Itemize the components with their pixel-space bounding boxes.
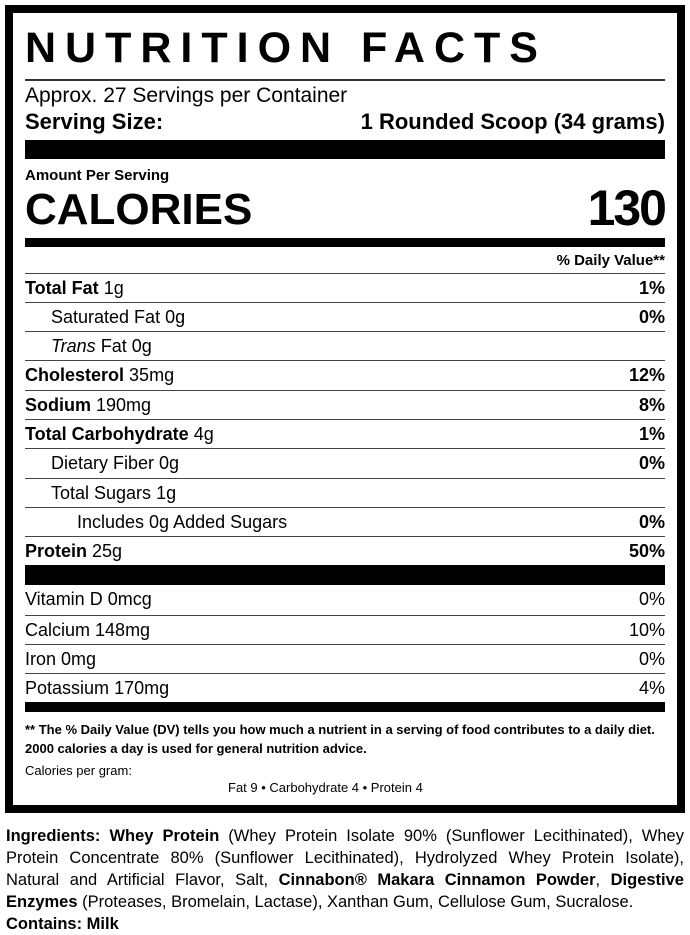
nutrient-amount: 25g bbox=[92, 541, 123, 562]
vitamin-name: Iron bbox=[25, 649, 57, 670]
vitamin-daily-value: 0% bbox=[638, 589, 665, 610]
allergen-statement: Contains: Milk bbox=[6, 915, 119, 933]
nutrient-label: Includes 0g Added Sugars bbox=[25, 508, 287, 536]
nutrient-daily-value: 0% bbox=[638, 511, 665, 532]
vitamin-amount: 0mg bbox=[61, 649, 97, 670]
nutrient-list: Total Fat 1g 1% Saturated Fat 0g 0% Trans Fa… bbox=[25, 272, 665, 566]
nutrient-daily-value: 0% bbox=[638, 453, 665, 474]
nutrient-label: Saturated Fat 0g bbox=[25, 303, 185, 331]
ingredient-cinnamon: Cinnabon® Makara Cinnamon Powder bbox=[278, 871, 596, 889]
nutrient-row: Total Carbohydrate 4g 1% bbox=[25, 418, 665, 448]
nutrient-daily-value: 12% bbox=[628, 365, 665, 386]
nutrient-label: Trans Fat 0g bbox=[25, 332, 152, 360]
nutrient-name: Saturated Fat bbox=[51, 306, 161, 327]
vitamin-amount: 0mcg bbox=[107, 589, 152, 610]
nutrient-name: Total Carbohydrate bbox=[25, 423, 189, 444]
thick-divider bbox=[25, 565, 665, 586]
serving-size-value: 1 Rounded Scoop (34 grams) bbox=[360, 108, 665, 134]
nutrient-label: Total Carbohydrate 4g bbox=[25, 420, 214, 448]
nutrient-amount: 1g bbox=[156, 482, 177, 503]
nutrient-amount: 0g bbox=[131, 336, 152, 357]
nutrient-row: Trans Fat 0g bbox=[25, 331, 665, 360]
nutrient-amount: 0g bbox=[159, 453, 180, 474]
nutrient-daily-value: 1% bbox=[638, 423, 665, 444]
vitamin-name: Calcium bbox=[25, 619, 91, 640]
nutrient-row: Total Fat 1g 1% bbox=[25, 272, 665, 302]
ingredients-label: Ingredients: bbox=[6, 827, 101, 845]
nutrient-row: Cholesterol 35mg 12% bbox=[25, 360, 665, 389]
nutrient-daily-value: 1% bbox=[638, 277, 665, 298]
daily-value-header: % Daily Value** bbox=[556, 251, 665, 269]
nutrient-name: Protein bbox=[25, 541, 88, 562]
nutrient-name: Dietary Fiber bbox=[51, 453, 155, 474]
nutrition-facts-panel: NUTRITION FACTS Approx. 27 Servings per … bbox=[5, 5, 685, 813]
nutrient-label: Cholesterol 35mg bbox=[25, 361, 174, 389]
vitamin-row: Calcium 148mg 10% bbox=[25, 614, 665, 644]
nutrient-amount: 0g bbox=[165, 306, 186, 327]
vitamin-row: Vitamin D 0mcg 0% bbox=[25, 585, 665, 614]
nutrient-label: Dietary Fiber 0g bbox=[25, 449, 179, 477]
calories-label: CALORIES bbox=[25, 184, 253, 234]
vitamin-daily-value: 10% bbox=[628, 619, 665, 640]
daily-value-footnote: ** The % Daily Value (DV) tells you how … bbox=[25, 721, 655, 756]
vitamin-amount: 148mg bbox=[95, 619, 151, 640]
nutrient-name: Cholesterol bbox=[25, 365, 125, 386]
nutrient-label: Sodium 190mg bbox=[25, 391, 151, 419]
calories-per-gram-values: Fat 9 • Carbohydrate 4 • Protein 4 bbox=[228, 779, 423, 795]
nutrient-name: Total Fat bbox=[25, 277, 99, 298]
nutrient-row: Protein 25g 50% bbox=[25, 536, 665, 565]
nutrient-name: Trans bbox=[51, 336, 96, 357]
ingredients-statement: Ingredients: Whey Protein (Whey Protein … bbox=[6, 825, 684, 935]
vitamin-label: Vitamin D 0mcg bbox=[25, 585, 152, 614]
nutrient-name: Total Sugars bbox=[51, 482, 152, 503]
vitamin-list: Vitamin D 0mcg 0% Calcium 148mg 10% Iron 0mg… bbox=[25, 585, 665, 702]
ingredients-text: , bbox=[595, 871, 611, 889]
ingredient-enzymes: Digestive Enzymes bbox=[6, 871, 684, 911]
label-title: NUTRITION FACTS bbox=[25, 24, 547, 72]
nutrient-row: Saturated Fat 0g 0% bbox=[25, 301, 665, 331]
vitamin-row: Iron 0mg 0% bbox=[25, 644, 665, 673]
ingredients-text: (Proteases, Bromelain, Lactase), Xanthan… bbox=[77, 893, 634, 911]
calories-value: 130 bbox=[587, 179, 667, 236]
thick-divider bbox=[25, 139, 665, 159]
ingredient-whey-protein: Whey Protein bbox=[109, 827, 220, 845]
divider bbox=[25, 79, 665, 81]
nutrient-amount: 35mg bbox=[129, 365, 175, 386]
vitamin-label: Calcium 148mg bbox=[25, 616, 150, 644]
calories-row: CALORIES 130 bbox=[25, 179, 667, 236]
nutrient-row: Sodium 190mg 8% bbox=[25, 389, 665, 419]
nutrient-label: Total Sugars 1g bbox=[25, 479, 176, 507]
vitamin-row: Potassium 170mg 4% bbox=[25, 673, 665, 702]
nutrient-amount: 1g bbox=[103, 277, 124, 298]
vitamin-label: Potassium 170mg bbox=[25, 674, 169, 702]
ingredients-text: (Whey Protein Isolate 90% (Sunflower Lec… bbox=[6, 827, 684, 889]
nutrient-name: Sodium bbox=[25, 394, 91, 415]
nutrient-label: Total Fat 1g bbox=[25, 274, 124, 302]
nutrient-label: Protein 25g bbox=[25, 537, 122, 565]
nutrient-name: Fat bbox=[100, 336, 127, 357]
vitamin-name: Potassium bbox=[25, 678, 110, 699]
vitamin-label: Iron 0mg bbox=[25, 645, 96, 673]
vitamin-amount: 170mg bbox=[114, 678, 170, 699]
serving-size: Serving Size: 1 Rounded Scoop (34 grams) bbox=[25, 108, 665, 138]
nutrient-row: Total Sugars 1g bbox=[25, 477, 665, 507]
thick-divider bbox=[25, 237, 665, 247]
calories-per-gram-label: Calories per gram: bbox=[25, 762, 132, 778]
nutrient-amount: 4g bbox=[193, 423, 214, 444]
serving-size-label: Serving Size: bbox=[25, 108, 164, 134]
amount-per-serving: Amount Per Serving bbox=[25, 166, 170, 184]
nutrient-daily-value: 50% bbox=[628, 541, 665, 562]
nutrient-amount: 190mg bbox=[96, 394, 152, 415]
nutrient-row: Dietary Fiber 0g 0% bbox=[25, 448, 665, 477]
vitamin-name: Vitamin D bbox=[25, 589, 103, 610]
nutrient-name: Includes 0g Added Sugars bbox=[77, 511, 288, 532]
thick-divider bbox=[25, 701, 665, 712]
nutrient-daily-value: 0% bbox=[638, 306, 665, 327]
nutrient-row: Includes 0g Added Sugars 0% bbox=[25, 506, 665, 536]
servings-per-container: Approx. 27 Servings per Container bbox=[25, 83, 348, 107]
vitamin-daily-value: 4% bbox=[638, 678, 665, 699]
nutrient-daily-value: 8% bbox=[638, 394, 665, 415]
vitamin-daily-value: 0% bbox=[638, 649, 665, 670]
